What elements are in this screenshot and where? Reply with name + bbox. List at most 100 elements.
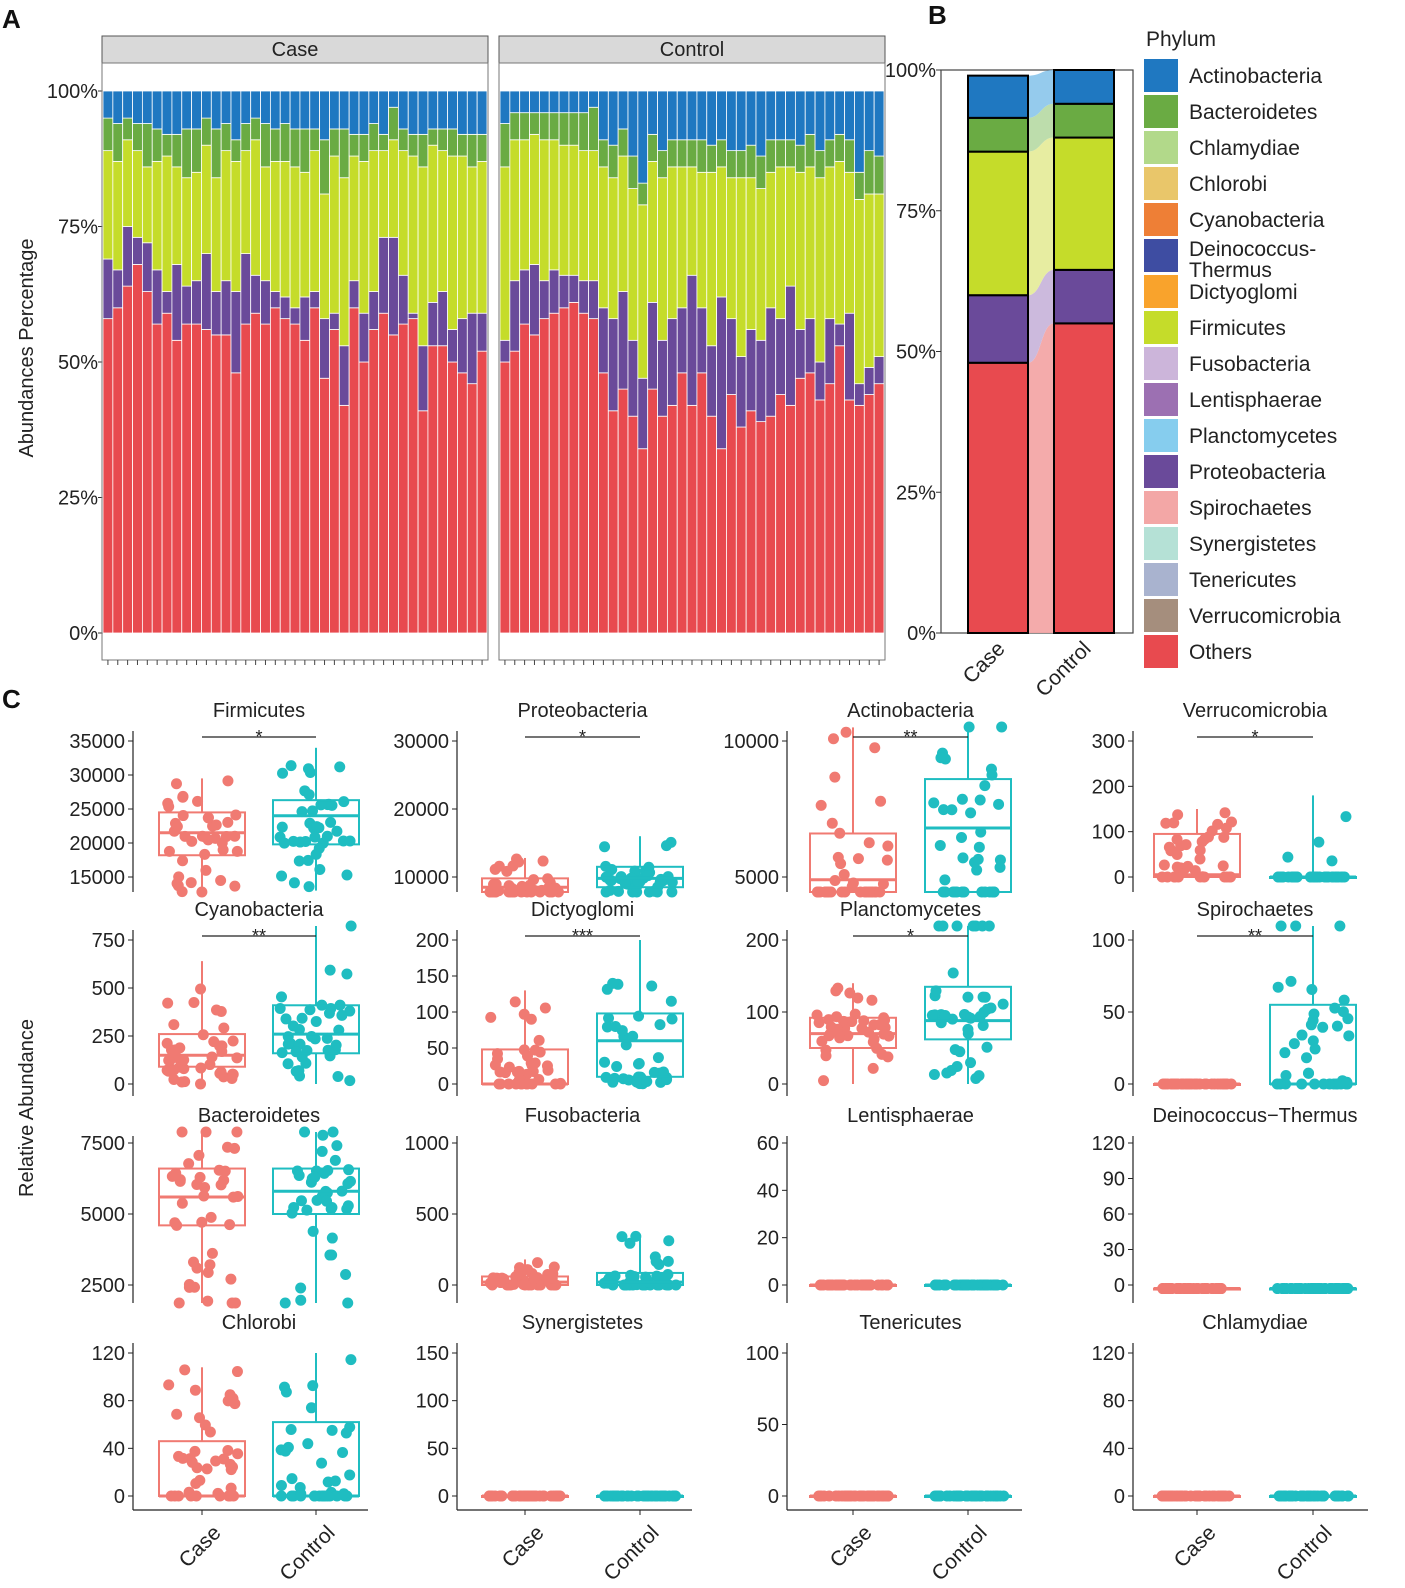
boxplot-ytick-label: 0 <box>438 1486 449 1508</box>
boxplot-title: Proteobacteria <box>517 700 648 722</box>
data-point <box>650 1256 662 1268</box>
data-point <box>820 1050 832 1062</box>
data-point <box>829 771 841 783</box>
panel-a-ytick-label: 25% <box>58 488 98 510</box>
data-point <box>533 1034 545 1046</box>
data-point <box>303 789 315 801</box>
sample-bar-segment <box>794 329 806 379</box>
sample-bar-segment <box>716 166 727 298</box>
sample-bar-segment <box>676 166 688 309</box>
sample-bar-segment <box>457 318 468 374</box>
sample-bar-segment <box>509 112 521 141</box>
sample-bar-segment <box>529 133 540 265</box>
sample-bar-segment <box>437 128 449 152</box>
sample-bar-segment <box>696 307 708 374</box>
data-point <box>1340 811 1352 823</box>
sample-bar-segment <box>201 329 212 634</box>
sample-bar-segment <box>765 171 777 309</box>
sample-bar-segment <box>509 350 521 634</box>
sample-bar-segment <box>785 404 796 634</box>
data-point <box>310 1015 322 1027</box>
sample-bar-segment <box>538 318 550 634</box>
sample-bar-segment <box>437 345 449 634</box>
sample-bar-segment <box>755 188 767 341</box>
data-point <box>304 1004 316 1016</box>
panel-a-ytick-label: 50% <box>58 352 98 374</box>
boxplot-ytick-label: 35000 <box>69 731 125 753</box>
data-point <box>231 1126 243 1138</box>
sample-bar-segment <box>627 90 639 157</box>
sample-bar-segment <box>647 388 658 634</box>
boxplot-ytick-label: 60 <box>757 1133 779 1155</box>
data-point <box>616 1231 628 1243</box>
sample-bar-segment <box>112 123 124 162</box>
alluvial-flow <box>1028 70 1054 118</box>
boxplot-title: Deinococcus−Thermus <box>1152 1105 1357 1127</box>
data-point <box>295 1282 307 1294</box>
data-point <box>327 1126 339 1138</box>
data-point <box>195 1078 207 1090</box>
sample-bar-segment <box>785 139 796 168</box>
data-point <box>979 991 991 1003</box>
data-point <box>1302 1067 1314 1079</box>
sample-bar-segment <box>329 128 340 157</box>
sample-bar-segment <box>378 90 389 135</box>
data-point <box>188 997 200 1009</box>
boxplot-ytick-label: 100 <box>1092 822 1125 844</box>
facet-strip-label: Control <box>660 39 724 61</box>
sample-bar-segment <box>132 150 143 238</box>
sample-bar-segment <box>529 112 540 135</box>
data-point <box>316 1145 328 1157</box>
data-point <box>202 834 214 846</box>
sample-bar-segment <box>607 144 619 179</box>
sample-bar-segment <box>427 128 439 146</box>
sample-bar-segment <box>538 280 550 320</box>
sample-bar-segment <box>755 421 767 634</box>
data-point <box>342 1297 354 1309</box>
data-point <box>957 852 969 864</box>
boxplot-title: Firmicutes <box>213 700 305 722</box>
boxplot-ytick-label: 30000 <box>69 765 125 787</box>
boxplot-ytick-label: 150 <box>416 1343 449 1365</box>
data-point <box>947 967 959 979</box>
sample-bar-segment <box>417 133 429 168</box>
data-point <box>340 1268 352 1280</box>
data-point <box>199 1181 211 1193</box>
box-iqr <box>924 985 1012 1041</box>
sample-bar-segment <box>509 90 521 114</box>
sample-bar-segment <box>755 339 767 423</box>
data-point <box>316 1457 328 1469</box>
boxplot-ytick-label: 40 <box>1103 1438 1125 1460</box>
sample-bar-segment <box>447 90 458 130</box>
panel-a-ytick-label: 75% <box>58 217 98 239</box>
data-point <box>981 1003 993 1015</box>
sample-bar-segment <box>161 312 173 634</box>
sample-bar-segment <box>201 144 212 254</box>
data-point <box>1171 833 1183 845</box>
boxplot-ytick-label: 20000 <box>393 799 449 821</box>
sample-bar-segment <box>637 204 649 379</box>
data-point <box>219 1165 231 1177</box>
sample-bar-segment <box>260 123 271 168</box>
boxplot-ytick-label: 200 <box>416 930 449 952</box>
boxplot-ytick-label: 500 <box>416 1204 449 1226</box>
data-point <box>1338 994 1350 1006</box>
data-point <box>627 1030 639 1042</box>
data-point <box>962 1027 974 1039</box>
sample-bar-segment <box>854 404 865 634</box>
sample-bar-segment <box>171 264 183 341</box>
phylum-legend: Phylum Actinobacteria Bacteroidetes Chlamyd… <box>1144 28 1341 668</box>
sample-bar-segment <box>844 312 855 401</box>
data-point <box>863 837 875 849</box>
data-point <box>178 1054 190 1066</box>
mean-bar-segment <box>967 150 1029 297</box>
data-point <box>1217 860 1229 872</box>
data-point <box>1305 1019 1317 1031</box>
data-point <box>173 1450 185 1462</box>
sample-bar-segment <box>476 312 488 352</box>
data-point <box>277 767 289 779</box>
sample-bar-segment <box>726 394 737 634</box>
legend-label: Actinobacteria <box>1189 65 1322 88</box>
sample-bar-segment <box>447 361 458 634</box>
data-point <box>977 1020 989 1032</box>
